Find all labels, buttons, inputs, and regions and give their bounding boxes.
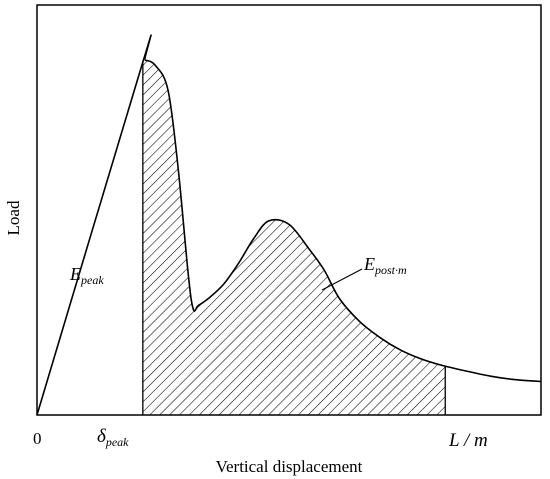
l-over-m-label: L / m [448,430,488,451]
origin-label: 0 [33,429,42,448]
x-axis-label: Vertical displacement [216,457,363,476]
e-post-m-label: Epost·m [363,254,407,277]
load-curve [36,34,542,416]
delta-peak-label: δpeak [97,426,129,449]
e-post-m-leader [321,268,363,291]
shaded-region [142,60,446,416]
e-peak-label: Epeak [69,264,104,287]
y-axis-label: Load [4,200,23,235]
